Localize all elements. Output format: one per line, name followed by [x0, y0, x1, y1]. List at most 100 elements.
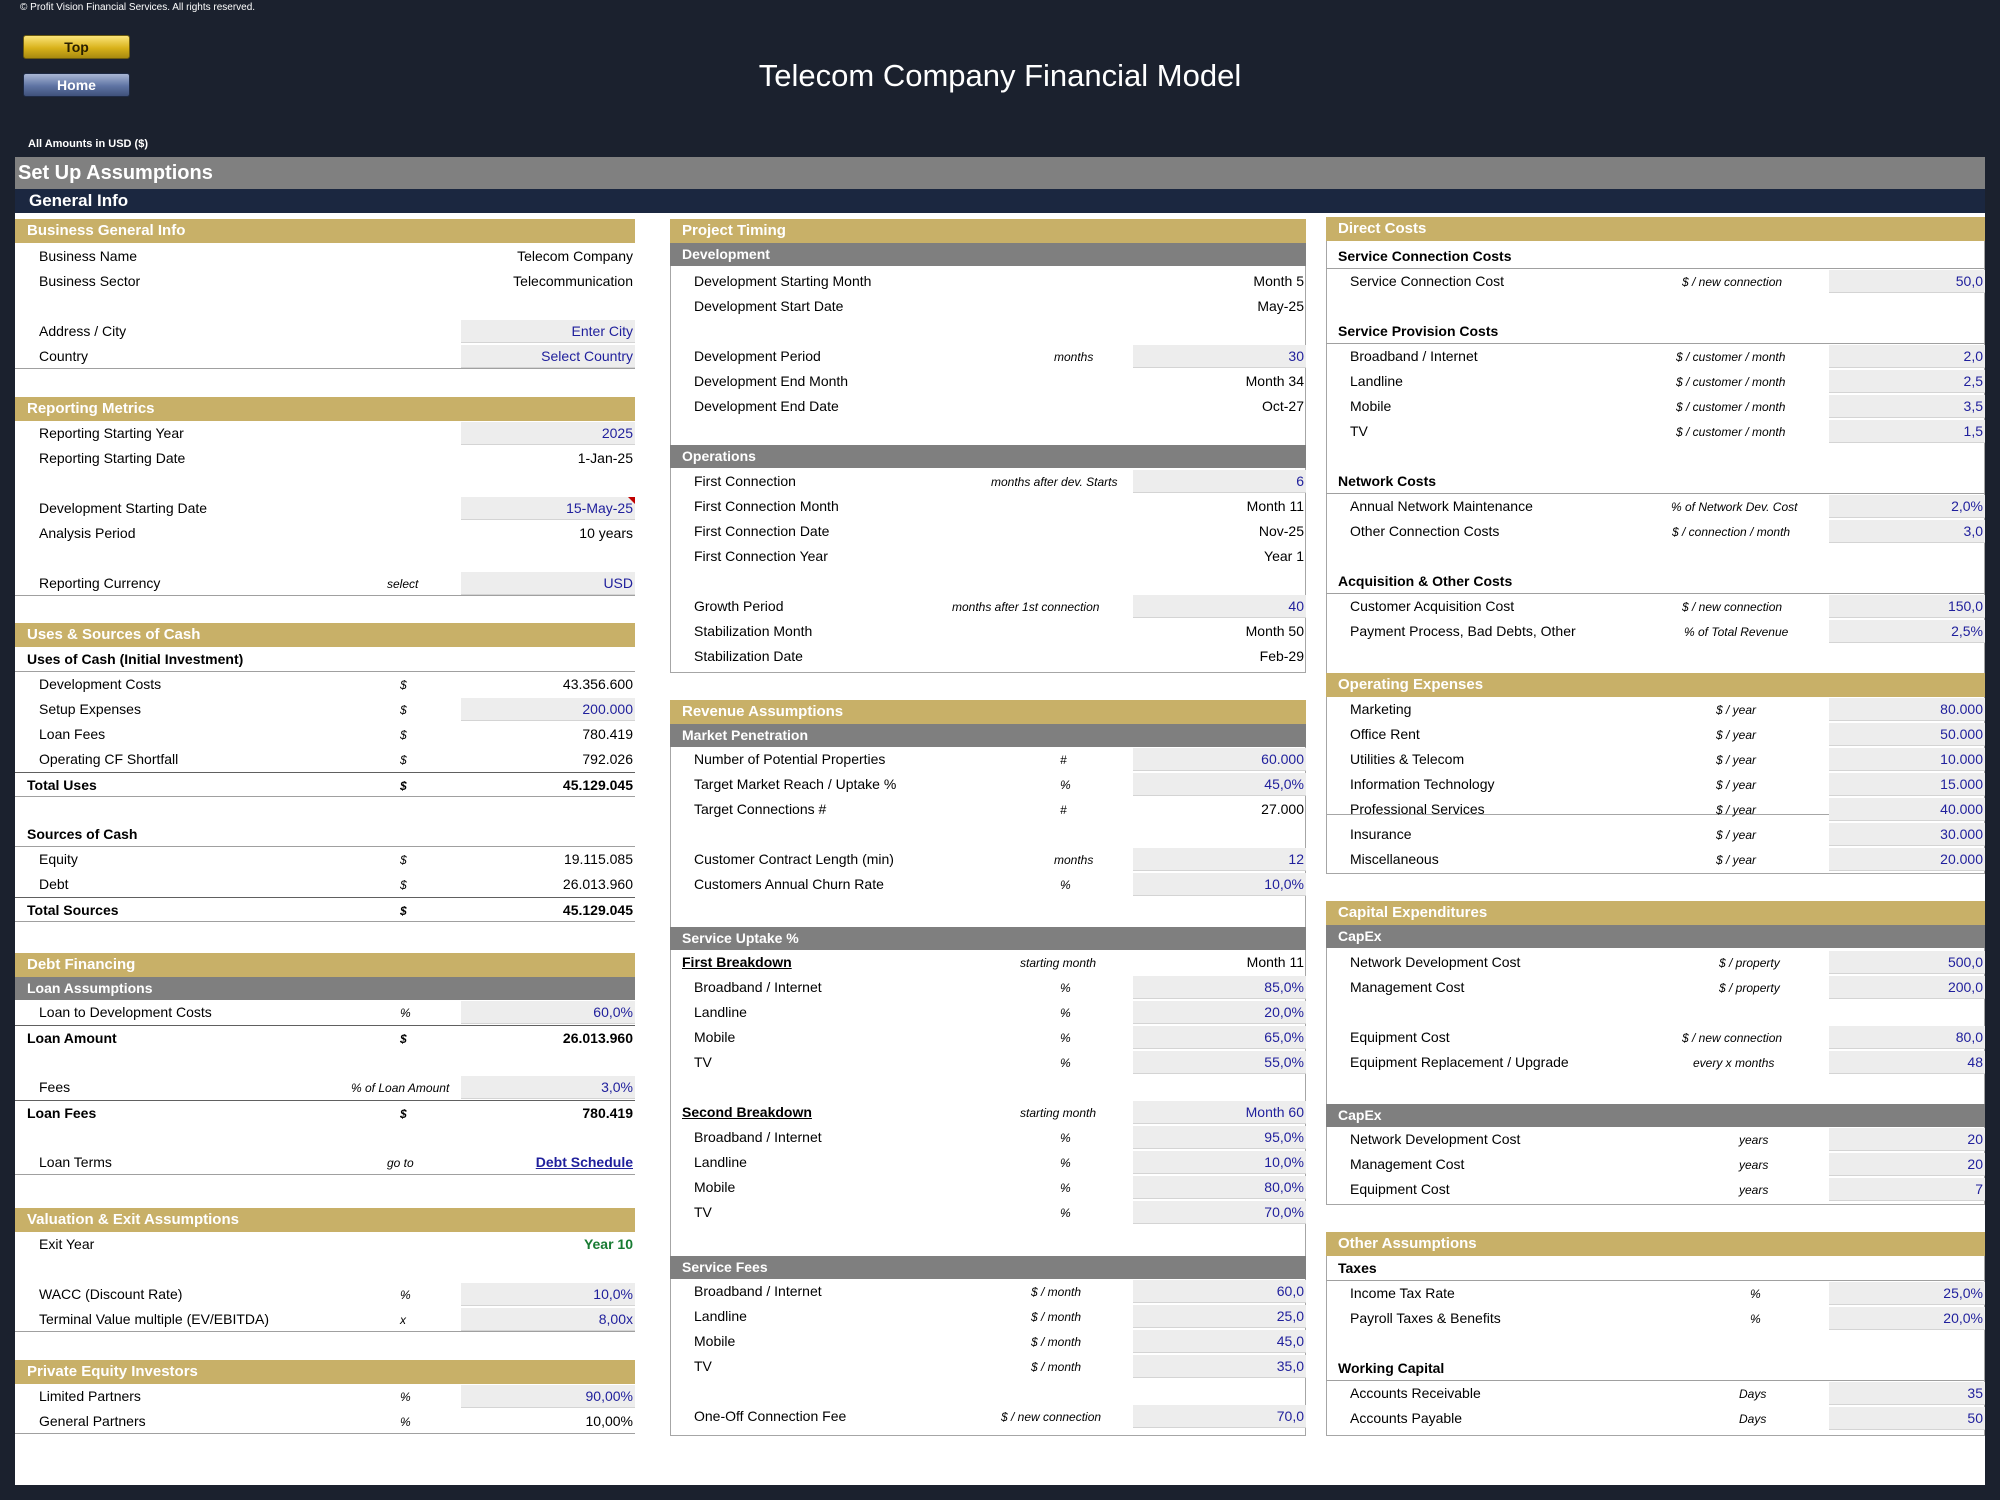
useful-life-input-bg[interactable] [1829, 1153, 1985, 1176]
uptake-input-bg[interactable] [1133, 1176, 1306, 1199]
currency-select[interactable]: USD [603, 575, 633, 591]
ltd-input[interactable]: 60,0% [593, 1004, 633, 1020]
market-reach-input[interactable]: 45,0% [1264, 776, 1304, 792]
setup-expenses-input[interactable]: 200.000 [582, 701, 633, 717]
working-capital-input-bg[interactable] [1829, 1407, 1985, 1430]
network-cost-input-bg[interactable] [1829, 495, 1985, 518]
uptake-input[interactable]: 65,0% [1264, 1029, 1304, 1045]
provision-cost-input[interactable]: 1,5 [1963, 423, 1983, 439]
working-capital-input-bg[interactable] [1829, 1382, 1985, 1405]
opex-input[interactable]: 30.000 [1940, 826, 1983, 842]
dev-period-input[interactable]: 30 [1288, 348, 1304, 364]
debt-schedule-link[interactable]: Debt Schedule [535, 1154, 633, 1170]
business-name-value[interactable]: Telecom Company [517, 248, 633, 264]
oneoff-fee-input-bg[interactable] [1133, 1405, 1306, 1428]
exit-year-value[interactable]: Year 10 [583, 1236, 633, 1252]
provision-cost-input[interactable]: 3,5 [1963, 398, 1983, 414]
useful-life-input-bg[interactable] [1829, 1178, 1985, 1201]
service-fee-input-bg[interactable] [1133, 1305, 1306, 1328]
capex-input[interactable]: 500,0 [1947, 954, 1983, 970]
service-fee-input[interactable]: 35,0 [1276, 1358, 1304, 1374]
network-cost-input[interactable]: 3,0 [1963, 523, 1983, 539]
opex-input-bg[interactable] [1829, 823, 1985, 846]
opex-input-bg[interactable] [1829, 698, 1985, 721]
country-select-bg[interactable] [461, 345, 635, 368]
useful-life-input[interactable]: 7 [1975, 1181, 1983, 1197]
service-fee-input[interactable]: 25,0 [1276, 1308, 1304, 1324]
oneoff-fee-input[interactable]: 70,0 [1276, 1408, 1304, 1424]
opex-input[interactable]: 50.000 [1940, 726, 1983, 742]
wacc-input[interactable]: 10,0% [593, 1286, 633, 1302]
ltd-input-bg[interactable] [461, 1001, 635, 1024]
opex-input[interactable]: 80.000 [1940, 701, 1983, 717]
lp-input-bg[interactable] [461, 1385, 635, 1408]
provision-cost-input-bg[interactable] [1829, 420, 1985, 443]
uptake-input-bg[interactable] [1133, 976, 1306, 999]
setup-expenses-input-bg[interactable] [461, 698, 635, 721]
home-button[interactable]: Home [23, 73, 130, 97]
uptake-input-bg[interactable] [1133, 1001, 1306, 1024]
uptake-input[interactable]: 20,0% [1264, 1004, 1304, 1020]
growth-period-input[interactable]: 40 [1288, 598, 1304, 614]
uptake-input-bg[interactable] [1133, 1201, 1306, 1224]
network-cost-input-bg[interactable] [1829, 520, 1985, 543]
top-button[interactable]: Top [23, 35, 130, 59]
capex-input[interactable]: 200,0 [1947, 979, 1983, 995]
capex-input-bg[interactable] [1829, 976, 1985, 999]
service-fee-input-bg[interactable] [1133, 1330, 1306, 1353]
tv-multiple-input[interactable]: 8,00x [598, 1311, 633, 1327]
capex-input[interactable]: 48 [1967, 1054, 1983, 1070]
first-connection-input-bg[interactable] [1133, 470, 1306, 493]
provision-cost-input-bg[interactable] [1829, 370, 1985, 393]
potential-properties-input[interactable]: 60.000 [1261, 751, 1304, 767]
city-input-bg[interactable] [461, 320, 635, 343]
dev-start-date-input[interactable]: 15-May-25 [566, 500, 633, 516]
acquisition-cost-input-bg[interactable] [1829, 620, 1985, 643]
provision-cost-input-bg[interactable] [1829, 395, 1985, 418]
opex-input-bg[interactable] [1829, 748, 1985, 771]
capex-input-bg[interactable] [1829, 951, 1985, 974]
acquisition-cost-input[interactable]: 2,5% [1951, 623, 1983, 639]
uptake-input-bg[interactable] [1133, 1126, 1306, 1149]
capex-input-bg[interactable] [1829, 1026, 1985, 1049]
reporting-year-input[interactable]: 2025 [601, 425, 633, 441]
opex-input[interactable]: 15.000 [1940, 776, 1983, 792]
business-sector-value[interactable]: Telecommunication [513, 273, 633, 289]
opex-input[interactable]: 20.000 [1940, 851, 1983, 867]
service-fee-input-bg[interactable] [1133, 1280, 1306, 1303]
working-capital-input[interactable]: 50 [1967, 1410, 1983, 1426]
useful-life-input-bg[interactable] [1829, 1128, 1985, 1151]
uptake-input[interactable]: 10,0% [1264, 1154, 1304, 1170]
currency-select-bg[interactable] [461, 572, 635, 595]
capex-input-bg[interactable] [1829, 1051, 1985, 1074]
network-cost-input[interactable]: 2,0% [1951, 498, 1983, 514]
opex-input[interactable]: 40.000 [1940, 801, 1983, 817]
service-fee-input[interactable]: 45,0 [1276, 1333, 1304, 1349]
reporting-year-input-bg[interactable] [461, 422, 635, 445]
acquisition-cost-input[interactable]: 150,0 [1947, 598, 1983, 614]
properties-input-bg[interactable] [1133, 748, 1306, 771]
lp-input[interactable]: 90,00% [585, 1388, 633, 1404]
uptake-input-bg[interactable] [1133, 1151, 1306, 1174]
opex-input-bg[interactable] [1829, 773, 1985, 796]
second-breakdown-input[interactable]: Month 60 [1245, 1104, 1304, 1120]
comment-marker-icon[interactable] [628, 497, 635, 504]
tax-input[interactable]: 25,0% [1943, 1285, 1983, 1301]
opex-input-bg[interactable] [1829, 798, 1985, 821]
service-fee-input-bg[interactable] [1133, 1355, 1306, 1378]
uptake-input-bg[interactable] [1133, 1026, 1306, 1049]
growth-period-input-bg[interactable] [1133, 595, 1306, 618]
tax-input-bg[interactable] [1829, 1307, 1985, 1330]
uptake-input[interactable]: 95,0% [1264, 1129, 1304, 1145]
tax-input[interactable]: 20,0% [1943, 1310, 1983, 1326]
city-input[interactable]: Enter City [571, 323, 633, 339]
uptake-input[interactable]: 55,0% [1264, 1054, 1304, 1070]
fees-input-bg[interactable] [461, 1076, 635, 1099]
acquisition-cost-input-bg[interactable] [1829, 595, 1985, 618]
connection-cost-input-bg[interactable] [1829, 270, 1985, 293]
useful-life-input[interactable]: 20 [1967, 1156, 1983, 1172]
tv-input-bg[interactable] [461, 1308, 635, 1331]
market-reach-input-bg[interactable] [1133, 773, 1306, 796]
second-breakdown-input-bg[interactable] [1133, 1101, 1306, 1124]
connection-cost-input[interactable]: 50,0 [1955, 273, 1983, 289]
